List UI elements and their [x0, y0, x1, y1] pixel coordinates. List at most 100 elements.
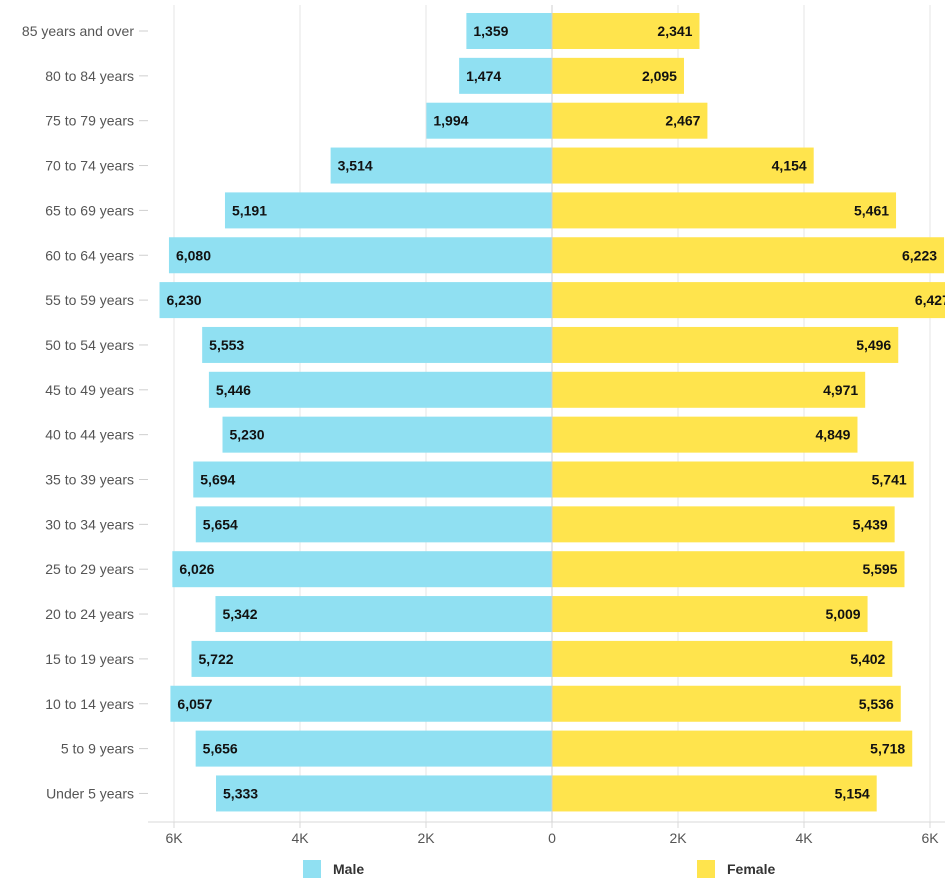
female-value-label-1: 2,095 — [642, 68, 677, 84]
female-value-label-10: 5,741 — [872, 472, 907, 488]
female-value-label-9: 4,849 — [815, 427, 850, 443]
category-label-8: 45 to 49 years — [45, 382, 134, 398]
female-bar-2[interactable] — [552, 102, 708, 139]
male-bar-1[interactable] — [459, 57, 552, 94]
male-value-label-2: 1,994 — [433, 113, 468, 129]
category-label-2: 75 to 79 years — [45, 113, 134, 129]
female-value-label-0: 2,341 — [657, 23, 692, 39]
female-value-label-11: 5,439 — [853, 516, 888, 532]
category-label-3: 70 to 74 years — [45, 158, 134, 174]
female-bar-13[interactable] — [552, 596, 868, 633]
x-tick-label-4: 2K — [669, 830, 687, 846]
female-value-label-6: 6,427 — [915, 292, 945, 308]
male-value-label-3: 3,514 — [338, 158, 373, 174]
female-bar-0[interactable] — [552, 13, 700, 49]
category-label-5: 60 to 64 years — [45, 247, 134, 263]
female-value-label-5: 6,223 — [902, 247, 937, 263]
male-bar-9[interactable] — [222, 416, 552, 453]
legend-swatch-female — [697, 860, 715, 878]
male-bar-7[interactable] — [202, 326, 552, 363]
female-value-label-17: 5,154 — [835, 785, 870, 801]
male-bar-10[interactable] — [193, 461, 552, 498]
female-value-label-4: 5,461 — [854, 202, 889, 218]
male-bar-15[interactable] — [170, 685, 552, 722]
male-bar-16[interactable] — [195, 730, 552, 767]
male-bar-2[interactable] — [426, 102, 552, 139]
male-value-label-4: 5,191 — [232, 202, 267, 218]
x-tick-label-5: 4K — [795, 830, 813, 846]
x-tick-label-1: 4K — [291, 830, 309, 846]
male-bar-6[interactable] — [159, 282, 552, 319]
legend-item-female[interactable]: Female — [697, 860, 775, 878]
male-bar-8[interactable] — [208, 371, 553, 408]
population-pyramid-chart: 6K 4K 2K 0 2K 4K 6K 85 years and over 1,359 2,341… — [22, 5, 945, 846]
category-label-14: 15 to 19 years — [45, 651, 134, 667]
legend-item-male[interactable]: Male — [303, 860, 364, 878]
female-value-label-12: 5,595 — [862, 561, 897, 577]
male-bar-17[interactable] — [216, 775, 552, 812]
male-value-label-15: 6,057 — [177, 696, 212, 712]
male-value-label-11: 5,654 — [203, 516, 238, 532]
female-bar-15[interactable] — [552, 685, 901, 722]
female-bar-12[interactable] — [552, 551, 905, 588]
female-value-label-7: 5,496 — [856, 337, 891, 353]
female-bar-9[interactable] — [552, 416, 858, 453]
female-bar-7[interactable] — [552, 326, 899, 363]
female-bar-17[interactable] — [552, 775, 877, 812]
female-bar-8[interactable] — [552, 371, 866, 408]
category-label-17: Under 5 years — [46, 785, 134, 801]
male-bar-14[interactable] — [191, 640, 552, 677]
female-value-label-3: 4,154 — [772, 158, 807, 174]
female-bar-11[interactable] — [552, 506, 895, 543]
male-value-label-17: 5,333 — [223, 785, 258, 801]
male-bar-5[interactable] — [168, 237, 552, 274]
male-bar-4[interactable] — [224, 192, 553, 229]
female-value-label-13: 5,009 — [826, 606, 861, 622]
category-label-11: 30 to 34 years — [45, 516, 134, 532]
x-tick-label-0: 6K — [165, 830, 183, 846]
male-bar-12[interactable] — [172, 551, 552, 588]
female-value-label-15: 5,536 — [859, 696, 894, 712]
female-bar-6[interactable] — [552, 282, 945, 319]
male-value-label-1: 1,474 — [466, 68, 501, 84]
female-value-label-16: 5,718 — [870, 741, 905, 757]
category-label-7: 50 to 54 years — [45, 337, 134, 353]
female-value-label-2: 2,467 — [665, 113, 700, 129]
male-bar-3[interactable] — [330, 147, 552, 184]
female-bar-1[interactable] — [552, 57, 684, 94]
chart-legend: Male Female — [0, 856, 945, 884]
male-bar-13[interactable] — [215, 596, 553, 633]
male-value-label-0: 1,359 — [473, 23, 508, 39]
category-label-13: 20 to 24 years — [45, 606, 134, 622]
category-label-15: 10 to 14 years — [45, 696, 134, 712]
male-value-label-14: 5,722 — [199, 651, 234, 667]
female-bar-4[interactable] — [552, 192, 897, 229]
category-label-12: 25 to 29 years — [45, 561, 134, 577]
x-tick-label-6: 6K — [921, 830, 939, 846]
category-label-16: 5 to 9 years — [61, 741, 134, 757]
x-tick-label-3: 0 — [548, 830, 556, 846]
category-label-1: 80 to 84 years — [45, 68, 134, 84]
male-value-label-5: 6,080 — [176, 247, 211, 263]
category-label-6: 55 to 59 years — [45, 292, 134, 308]
male-value-label-7: 5,553 — [209, 337, 244, 353]
male-bar-11[interactable] — [195, 506, 552, 543]
x-tick-label-2: 2K — [417, 830, 435, 846]
legend-label-female: Female — [727, 861, 776, 877]
male-value-label-9: 5,230 — [230, 427, 265, 443]
female-bar-5[interactable] — [552, 237, 945, 274]
male-bar-0[interactable] — [466, 13, 552, 49]
legend-swatch-male — [303, 860, 321, 878]
legend-label-male: Male — [333, 861, 365, 877]
male-value-label-8: 5,446 — [216, 382, 251, 398]
male-value-label-13: 5,342 — [222, 606, 257, 622]
female-bar-3[interactable] — [552, 147, 814, 184]
female-bar-16[interactable] — [552, 730, 913, 767]
female-bar-14[interactable] — [552, 640, 893, 677]
male-value-label-12: 6,026 — [179, 561, 214, 577]
female-bar-10[interactable] — [552, 461, 914, 498]
category-label-0: 85 years and over — [22, 23, 134, 39]
male-value-label-16: 5,656 — [203, 741, 238, 757]
category-label-9: 40 to 44 years — [45, 427, 134, 443]
category-label-10: 35 to 39 years — [45, 472, 134, 488]
